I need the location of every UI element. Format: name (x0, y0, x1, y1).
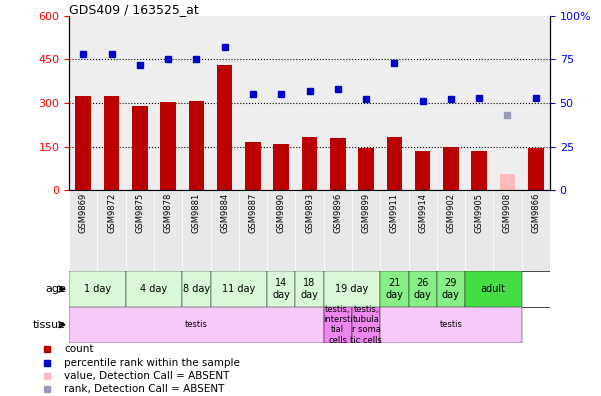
Bar (69, 271, 126, 307)
Bar (471, 151, 487, 190)
Text: 18
day: 18 day (300, 278, 319, 300)
Bar (330, 138, 346, 190)
Text: GSM9887: GSM9887 (248, 192, 257, 233)
Text: age: age (45, 284, 66, 294)
Bar (499, 174, 515, 190)
Text: 26
day: 26 day (413, 278, 432, 300)
Bar (267, 190, 295, 271)
Bar (358, 148, 374, 190)
Text: 21
day: 21 day (385, 278, 403, 300)
Bar (273, 144, 289, 190)
Bar (380, 190, 409, 271)
Bar (267, 271, 295, 307)
Bar (352, 190, 380, 271)
Bar (126, 271, 182, 307)
Text: tissue: tissue (33, 320, 66, 330)
Text: GSM9893: GSM9893 (305, 192, 314, 233)
Bar (210, 271, 267, 307)
Bar (302, 137, 317, 190)
Text: rank, Detection Call = ABSENT: rank, Detection Call = ABSENT (64, 384, 225, 394)
Text: percentile rank within the sample: percentile rank within the sample (64, 358, 240, 367)
Text: 19 day: 19 day (335, 284, 368, 294)
Bar (324, 307, 352, 343)
Text: GSM9866: GSM9866 (531, 192, 540, 233)
Bar (160, 101, 176, 190)
Text: GSM9899: GSM9899 (362, 192, 371, 232)
Text: GDS409 / 163525_at: GDS409 / 163525_at (69, 3, 199, 16)
Bar (380, 307, 522, 343)
Text: GSM9908: GSM9908 (503, 192, 512, 232)
Bar (386, 137, 402, 190)
Text: 11 day: 11 day (222, 284, 255, 294)
Text: GSM9878: GSM9878 (163, 192, 172, 233)
Bar (217, 65, 233, 190)
Text: GSM9884: GSM9884 (220, 192, 229, 233)
Bar (324, 190, 352, 271)
Text: 8 day: 8 day (183, 284, 210, 294)
Bar (104, 96, 120, 190)
Bar (239, 190, 267, 271)
Bar (69, 190, 97, 271)
Bar (493, 190, 522, 271)
Text: value, Detection Call = ABSENT: value, Detection Call = ABSENT (64, 371, 230, 381)
Text: adult: adult (481, 284, 506, 294)
Bar (380, 271, 409, 307)
Text: GSM9896: GSM9896 (334, 192, 343, 233)
Bar (443, 147, 459, 190)
Bar (295, 190, 324, 271)
Text: 14
day: 14 day (272, 278, 290, 300)
Bar (465, 190, 493, 271)
Text: GSM9875: GSM9875 (135, 192, 144, 233)
Bar (69, 307, 324, 343)
Text: GSM9872: GSM9872 (107, 192, 116, 233)
Text: testis: testis (185, 320, 208, 329)
Text: 1 day: 1 day (84, 284, 111, 294)
Text: testis,
intersti
tial
cells: testis, intersti tial cells (323, 305, 353, 345)
Bar (437, 271, 465, 307)
Bar (76, 96, 91, 190)
Bar (528, 148, 543, 190)
Text: GSM9869: GSM9869 (79, 192, 88, 233)
Bar (324, 271, 380, 307)
Bar (126, 190, 154, 271)
Text: testis: testis (439, 320, 462, 329)
Text: 4 day: 4 day (141, 284, 168, 294)
Text: testis,
tubula
r soma
tic cells: testis, tubula r soma tic cells (350, 305, 382, 345)
Bar (97, 190, 126, 271)
Text: count: count (64, 344, 94, 354)
Bar (465, 271, 522, 307)
Bar (245, 142, 261, 190)
Bar (522, 190, 550, 271)
Bar (154, 190, 182, 271)
Text: GSM9905: GSM9905 (475, 192, 484, 232)
Bar (132, 106, 148, 190)
Text: GSM9914: GSM9914 (418, 192, 427, 232)
Bar (409, 271, 437, 307)
Bar (295, 271, 324, 307)
Text: 29
day: 29 day (442, 278, 460, 300)
Bar (182, 190, 210, 271)
Bar (182, 271, 210, 307)
Text: GSM9911: GSM9911 (390, 192, 399, 232)
Bar (189, 101, 204, 190)
Bar (210, 190, 239, 271)
Text: GSM9890: GSM9890 (276, 192, 285, 232)
Text: GSM9881: GSM9881 (192, 192, 201, 233)
Text: GSM9902: GSM9902 (447, 192, 456, 232)
Bar (352, 307, 380, 343)
Bar (415, 151, 430, 190)
Bar (409, 190, 437, 271)
Bar (437, 190, 465, 271)
